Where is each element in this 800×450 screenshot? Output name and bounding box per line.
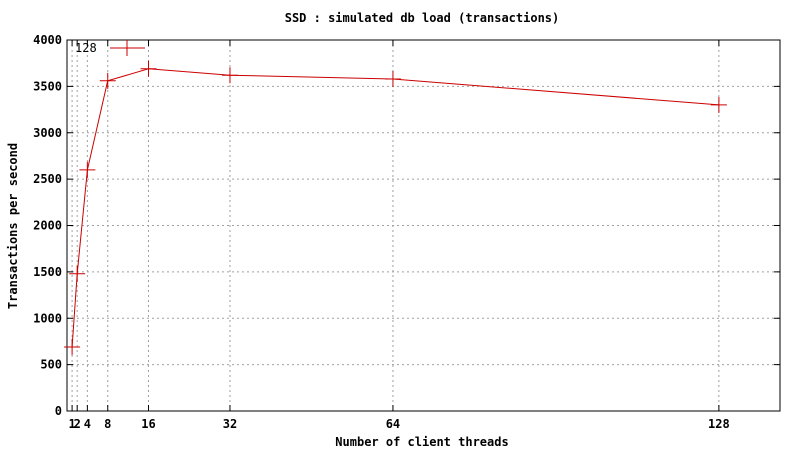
x-tick-label: 8 xyxy=(104,417,111,431)
x-tick-label: 128 xyxy=(708,417,730,431)
legend-label: 128 xyxy=(75,41,97,55)
x-tick-label: 32 xyxy=(223,417,237,431)
x-tick-label: 16 xyxy=(141,417,155,431)
y-tick-label: 3000 xyxy=(33,126,62,140)
series-line xyxy=(71,68,719,348)
data-point-marker xyxy=(140,60,157,77)
y-axis-label: Transactions per second xyxy=(6,143,20,309)
x-tick-label: 4 xyxy=(84,417,91,431)
chart-title: SSD : simulated db load (transactions) xyxy=(285,11,560,25)
x-tick-label: 1 xyxy=(68,417,75,431)
y-tick-label: 0 xyxy=(55,404,62,418)
y-tick-label: 3500 xyxy=(33,79,62,93)
legend: 128 xyxy=(75,40,145,56)
legend-marker xyxy=(119,40,135,56)
data-point-marker xyxy=(64,339,81,356)
y-tick-label: 500 xyxy=(40,358,62,372)
x-tick-label: 2 xyxy=(74,417,81,431)
y-tick-label: 1000 xyxy=(33,311,62,325)
data-point-marker xyxy=(384,70,401,87)
y-tick-label: 2500 xyxy=(33,172,62,186)
series-layer xyxy=(64,60,727,356)
data-point-marker xyxy=(69,265,86,282)
y-tick-label: 4000 xyxy=(33,33,62,47)
data-point-marker xyxy=(710,96,727,113)
data-point-marker xyxy=(221,67,238,84)
axes: 0 500 1000 1500 2000 2500 3000 3500 4000 12 4 8 16 32… xyxy=(33,33,780,431)
x-tick-label: 64 xyxy=(386,417,400,431)
data-point-marker xyxy=(99,72,116,89)
x-axis-label: Number of client threads xyxy=(335,435,508,449)
grid xyxy=(67,40,780,411)
data-point-marker xyxy=(79,161,96,178)
y-tick-label: 1500 xyxy=(33,265,62,279)
y-tick-label: 2000 xyxy=(33,219,62,233)
